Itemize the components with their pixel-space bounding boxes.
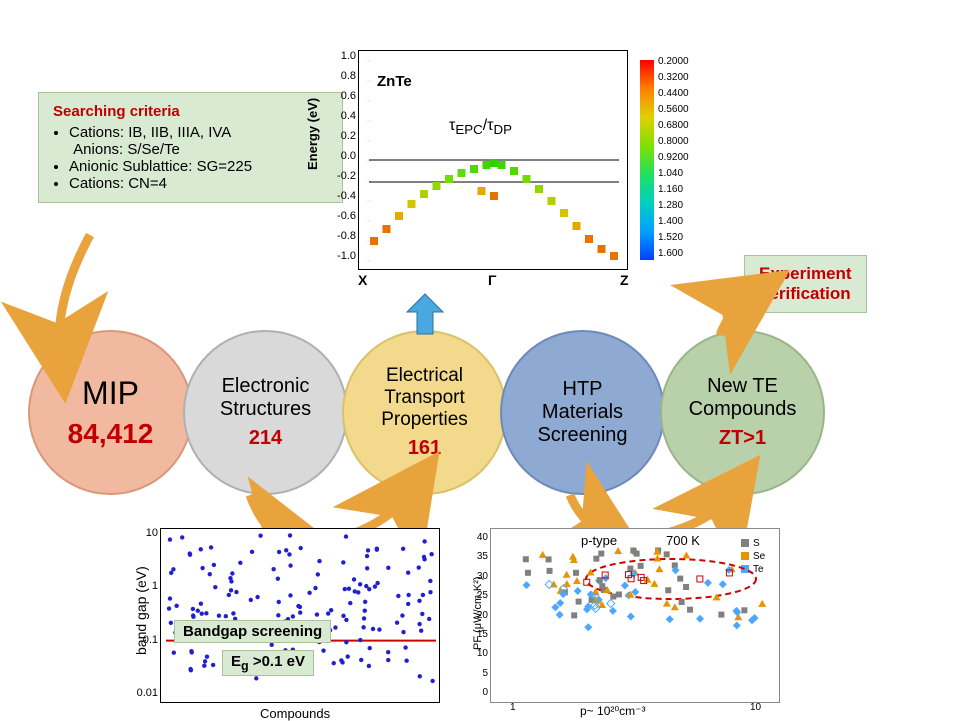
searching-criteria-box: Searching criteria Cations: IB, IIB, III… bbox=[38, 92, 343, 203]
workflow-circle-c4: HTPMaterialsScreening bbox=[500, 330, 665, 495]
power-factor-chart: p-type 700 K S Se Te bbox=[490, 528, 780, 703]
bandgap-svg bbox=[161, 529, 441, 704]
criteria-item: Cations: IB, IIB, IIIA, IVA Anions: S/Se… bbox=[69, 124, 328, 158]
blue-up-arrow-icon bbox=[405, 292, 445, 337]
svg-text:p-type: p-type bbox=[581, 533, 617, 548]
bandgap-chart bbox=[160, 528, 440, 703]
workflow-circle-c2: ElectronicStructures214 bbox=[183, 330, 348, 495]
pf-svg: p-type 700 K S Se Te bbox=[491, 529, 781, 704]
znte-title: ZnTe bbox=[377, 73, 412, 90]
svg-text:Se: Se bbox=[753, 551, 766, 562]
bandgap-xlabel: Compounds bbox=[260, 706, 330, 721]
znte-ylabel: Energy (eV) bbox=[305, 98, 320, 170]
eg-threshold-label: Eg >0.1 eV bbox=[222, 650, 314, 676]
criteria-item: Anionic Sublattice: SG=225 bbox=[69, 158, 328, 175]
svg-text:Te: Te bbox=[753, 564, 764, 575]
workflow-circle-c3: ElectricalTransportProperties161 bbox=[342, 330, 507, 495]
colorbar bbox=[640, 60, 654, 260]
workflow-circle-c1: MIP84,412 bbox=[28, 330, 193, 495]
criteria-list: Cations: IB, IIB, IIIA, IVA Anions: S/Se… bbox=[69, 124, 328, 192]
experiment-verification-box: Experiment Verification bbox=[744, 255, 867, 313]
svg-text:700 K: 700 K bbox=[666, 533, 700, 548]
tau-ratio-label: τEPC/τDP bbox=[449, 117, 512, 137]
workflow-circle-c5: New TECompoundsZT>1 bbox=[660, 330, 825, 495]
criteria-item: Cations: CN=4 bbox=[69, 175, 328, 192]
znte-band-chart: ZnTe τEPC/τDP bbox=[358, 50, 628, 270]
svg-text:S: S bbox=[753, 538, 760, 549]
pf-xlabel: p~ 10²⁰cm⁻³ bbox=[580, 704, 646, 718]
bandgap-screening-label: Bandgap screening bbox=[174, 620, 331, 643]
criteria-header: Searching criteria bbox=[53, 103, 328, 120]
